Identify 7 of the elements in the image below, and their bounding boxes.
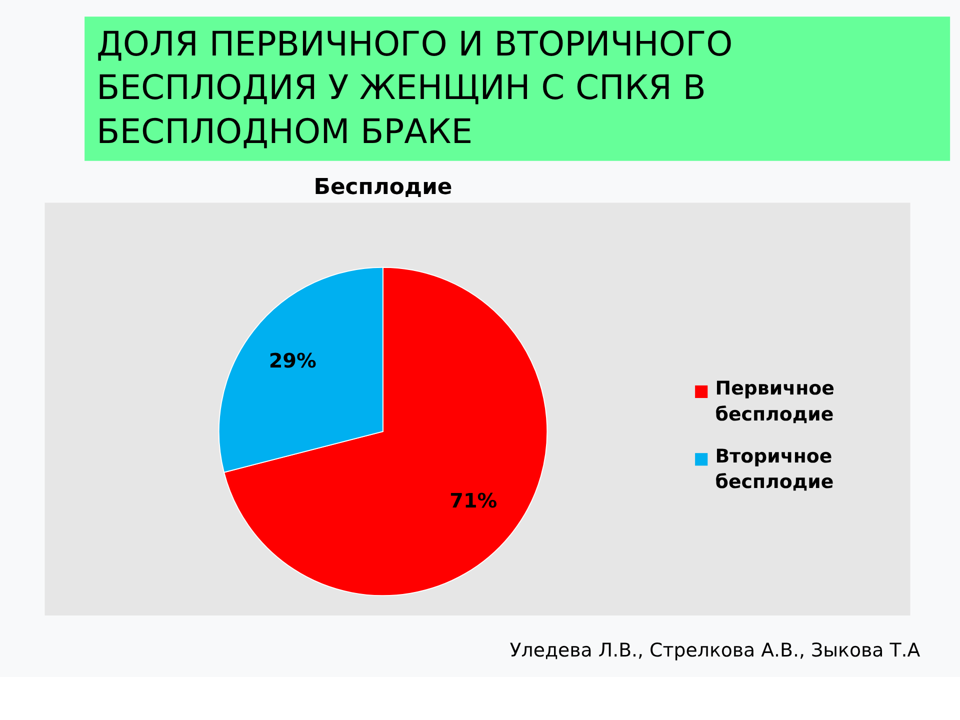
legend-label: Первичное бесплодие — [715, 378, 834, 426]
data-label: 29% — [268, 349, 316, 372]
data-label: 71% — [450, 490, 498, 513]
legend-label: Вторичное бесплодие — [715, 445, 834, 494]
chart-title: ДОЛЯ ПЕРВИЧНОГО И ВТОРИЧНОГО БЕСПЛОДИЯ У ЖЕНЩИН С СПКЯ В БЕСПЛОДНОМ БРАКЕ — [96, 24, 733, 152]
text: Уледева Л.В., Стрелкова А.В., Зыкова Т.А — [510, 639, 920, 662]
chart-subtitle: Бесплодие — [314, 174, 452, 200]
